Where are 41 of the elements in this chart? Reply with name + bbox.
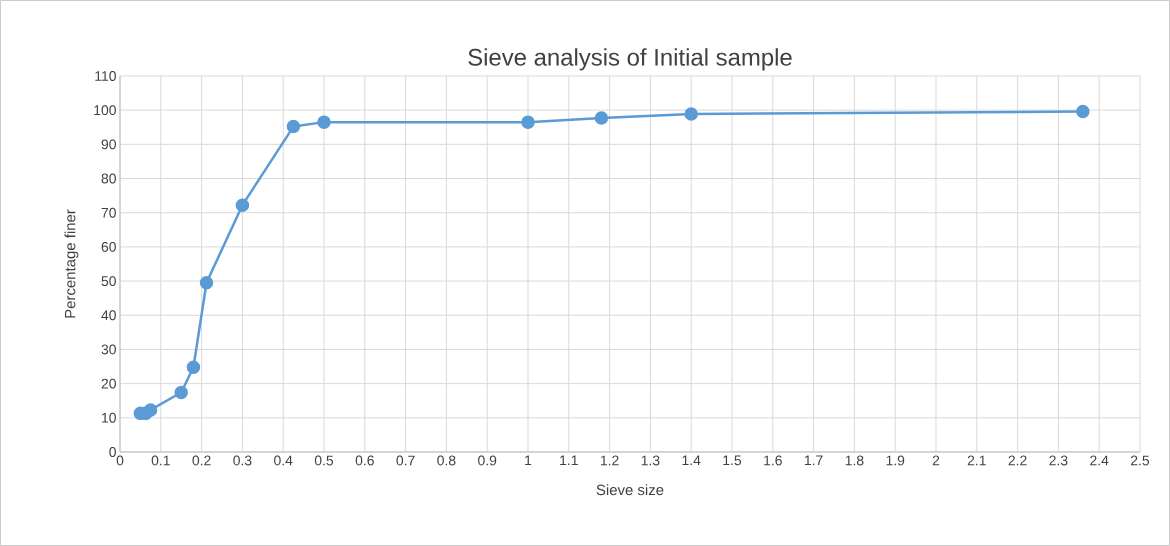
x-tick-label: 0.1 — [151, 455, 170, 466]
x-tick-label: 1.8 — [845, 455, 864, 466]
y-tick-label: 40 — [101, 310, 116, 321]
x-tick-label: 0.3 — [233, 455, 252, 466]
x-tick-label: 0.8 — [437, 455, 456, 466]
x-tick-label: 2.3 — [1049, 455, 1068, 466]
x-tick-label: 2.2 — [1008, 455, 1027, 466]
y-tick-label: 110 — [95, 71, 116, 81]
x-axis-title: Sieve size — [596, 484, 664, 496]
x-tick-label: 2 — [932, 455, 940, 466]
x-tick-label: 0.6 — [355, 455, 374, 466]
y-tick-label: 80 — [101, 173, 116, 184]
x-tick-label: 1.4 — [682, 455, 701, 466]
y-tick-label: 30 — [101, 344, 116, 355]
y-tick-label: 0 — [109, 447, 116, 457]
x-tick-label: 1.5 — [723, 455, 742, 466]
x-tick-label: 0.7 — [396, 455, 415, 466]
x-tick-label: 1 — [525, 455, 532, 466]
y-tick-label: 90 — [101, 139, 116, 150]
x-tick-label: 2.5 — [1130, 455, 1150, 466]
x-tick-label: 0 — [116, 455, 124, 466]
y-tick-label: 100 — [94, 105, 116, 116]
x-tick-label: 1.9 — [886, 455, 905, 466]
y-axis-title: Percentage finer — [64, 209, 79, 318]
x-tick-label: 2.4 — [1090, 455, 1109, 466]
x-tick-label: 1.7 — [804, 455, 823, 466]
x-tick-label: 0.4 — [274, 455, 293, 466]
x-tick-label: 1.1 — [560, 455, 578, 466]
x-tick-label: 0.9 — [478, 455, 497, 466]
y-tick-label: 60 — [101, 241, 116, 252]
y-tick-label: 10 — [102, 412, 116, 423]
y-tick-label: 70 — [101, 207, 116, 218]
x-tick-label: 0.5 — [314, 455, 334, 466]
x-tick-label: 1.3 — [641, 455, 660, 466]
chart-title: Sieve analysis of Initial sample — [468, 48, 792, 71]
y-tick-label: 50 — [101, 276, 116, 287]
x-tick-label: 1.6 — [764, 455, 782, 466]
x-tick-label: 0.2 — [192, 455, 211, 466]
x-tick-label: 2.1 — [967, 455, 986, 466]
x-tick-label: 1.2 — [600, 455, 619, 466]
y-tick-label: 20 — [101, 378, 116, 389]
